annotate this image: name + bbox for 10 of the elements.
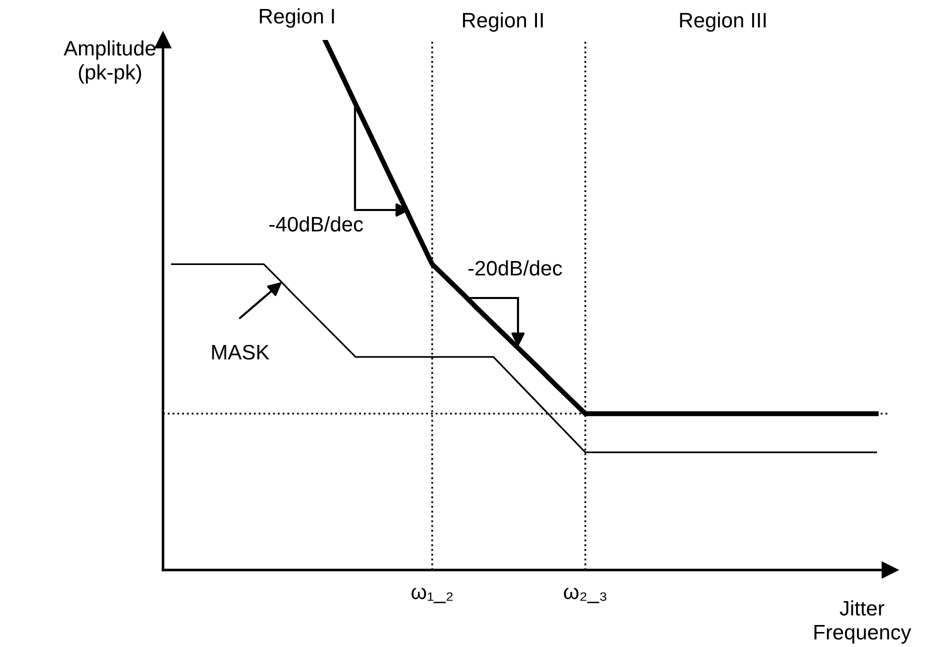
text: Region III <box>680 12 766 32</box>
y-axis-title: Amplitude (pk-pk) <box>64 40 156 84</box>
text: Region II <box>463 12 543 32</box>
text: Region I <box>260 8 334 28</box>
x-tick-label: ω₁_₂ <box>412 588 453 604</box>
annotation: MASK <box>212 344 270 360</box>
x-axis-title: Jitter Frequency <box>814 600 912 644</box>
annotation: -20dB/dec <box>468 260 562 276</box>
x-tick-label: ω₂_₃ <box>564 588 606 604</box>
annotation: -40dB/dec <box>269 216 363 232</box>
